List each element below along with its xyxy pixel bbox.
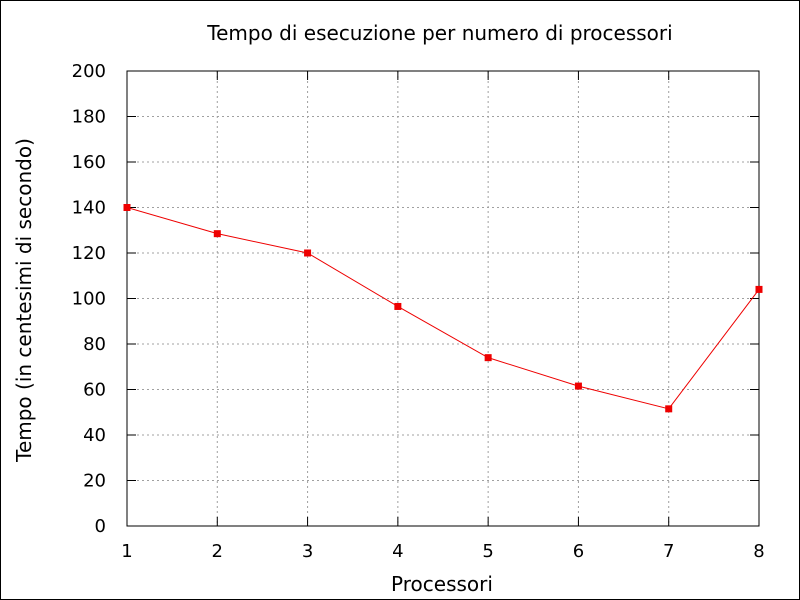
data-point (394, 302, 402, 310)
y-axis-title: Tempo (in centesimi di secondo) (12, 138, 36, 463)
series-line (126, 207, 760, 410)
x-tick-label: 7 (663, 541, 674, 562)
x-tick-label: 4 (392, 541, 403, 562)
x-tick-label: 3 (302, 541, 313, 562)
y-tick-label: 160 (72, 152, 106, 173)
y-tick-label: 180 (72, 107, 106, 128)
data-point (755, 285, 763, 293)
y-tick-label: 0 (95, 516, 106, 537)
chart-title: Tempo di esecuzione per numero di proces… (206, 21, 672, 45)
series-group (123, 204, 763, 413)
y-tick-label: 100 (72, 289, 106, 310)
y-tick-label: 200 (72, 61, 106, 82)
x-tick-label: 5 (482, 541, 493, 562)
y-tick-label: 120 (72, 243, 106, 264)
data-point (574, 382, 582, 390)
y-tick-label: 20 (83, 471, 106, 492)
x-tick-label: 2 (212, 541, 223, 562)
y-tick-label: 60 (83, 380, 106, 401)
data-point (665, 405, 673, 413)
x-tick-label: 1 (121, 541, 132, 562)
y-tick-label: 40 (83, 425, 106, 446)
x-tick-label: 6 (573, 541, 584, 562)
y-tick-label: 80 (83, 334, 106, 355)
x-tick-label: 8 (753, 541, 764, 562)
y-tick-label: 140 (72, 198, 106, 219)
tick-labels: 0 20 40 60 80 100 120 140 160 180 200 1 2 3 4 5 6 7 8 (72, 61, 765, 562)
data-point (213, 230, 221, 238)
data-point (484, 354, 492, 362)
x-axis-title: Processori (391, 572, 493, 596)
grid-lines (127, 71, 759, 526)
axis-ticks (126, 70, 760, 527)
data-point (304, 249, 312, 257)
data-point (123, 204, 131, 211)
